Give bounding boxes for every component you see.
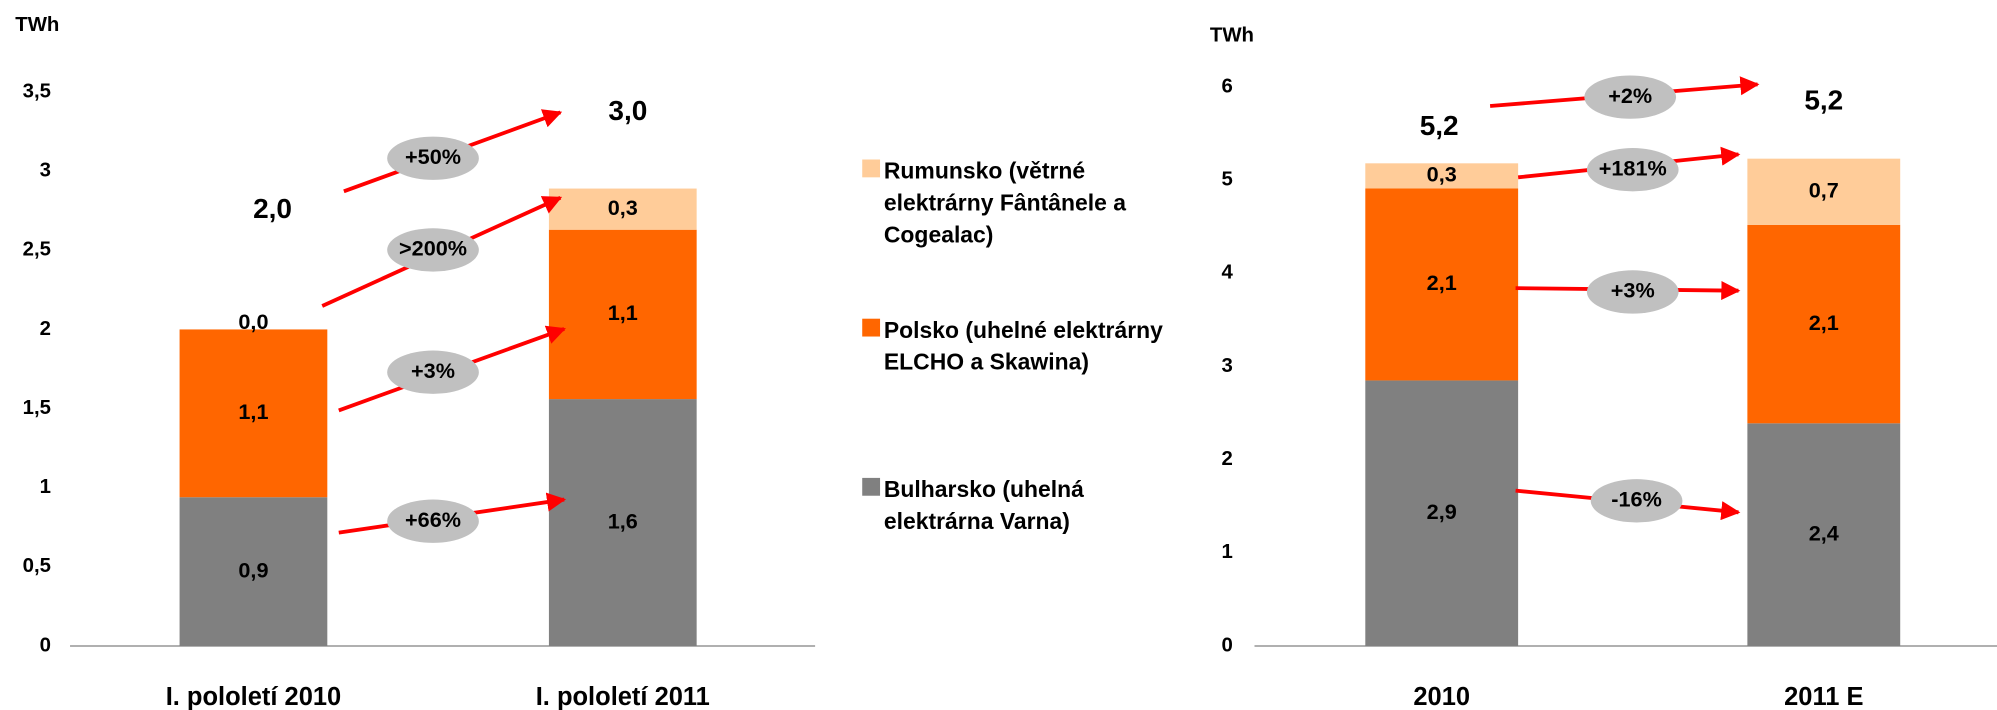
y-tick-label: 6: [1222, 75, 1233, 97]
legend-swatch: [862, 318, 881, 337]
annotation: +50%: [405, 144, 461, 169]
x-tick-label: 2010: [1413, 683, 1470, 710]
axis-title: TWh: [15, 14, 59, 36]
legend-swatch: [862, 159, 881, 178]
y-tick-label: 2: [1222, 448, 1233, 470]
annotation: +3%: [1611, 278, 1655, 303]
legend-label: Bulharsko (uhelná elektrárna Varna): [883, 476, 1084, 534]
annotation: +66%: [405, 507, 461, 532]
annotation-bubble: [1584, 75, 1677, 119]
annotation: +3%: [411, 358, 455, 383]
y-tick-label: 5: [1222, 168, 1233, 190]
bar-segment: [1747, 423, 1901, 647]
y-tick-label: 3,5: [23, 80, 51, 102]
bar-segment: [1365, 163, 1519, 189]
data-label: 0,0: [238, 309, 268, 334]
data-label: 0,3: [608, 195, 638, 220]
y-tick-label: 1,5: [23, 397, 51, 419]
bar-segment: [1747, 158, 1901, 225]
annotation: +2%: [1608, 83, 1652, 108]
bar-segment: [179, 497, 328, 647]
data-label: 2,9: [1427, 499, 1457, 524]
x-tick-label: 2011 E: [1784, 683, 1863, 710]
bar-segment: [548, 399, 697, 647]
annotation-bubble: [387, 136, 479, 180]
bar-segment: [1747, 224, 1901, 424]
bar-segment: [548, 188, 697, 230]
bar-segment: [1365, 188, 1519, 381]
y-tick-label: 2: [40, 318, 51, 340]
data-label: 0,7: [1809, 177, 1839, 202]
data-label: 0,9: [238, 557, 268, 582]
legend-label: Rumunsko (větrné elektrárny Fântânele a …: [883, 158, 1126, 248]
y-tick-label: 1: [40, 476, 51, 498]
data-label: 2,1: [1427, 270, 1457, 295]
annotation: >200%: [399, 236, 467, 261]
legend-entry: Polsko (uhelné elektrárny ELCHO a Skawin…: [883, 317, 1163, 375]
annotation-bubble: [1590, 479, 1683, 523]
bar-segment: [179, 329, 328, 498]
data-label: 1,6: [608, 508, 638, 533]
y-tick-label: 0: [40, 634, 51, 656]
total-label: 5,2: [1420, 110, 1459, 141]
y-tick-label: 0,5: [23, 555, 51, 577]
annotation: +181%: [1599, 155, 1667, 180]
y-tick-label: 2,5: [23, 239, 51, 261]
annotation-bubble: [1586, 148, 1679, 192]
annotation: -16%: [1611, 487, 1662, 512]
bar-segment: [1365, 380, 1519, 647]
y-tick-label: 4: [1222, 262, 1234, 284]
total-label: 2,0: [253, 193, 292, 224]
data-label: 2,1: [1809, 310, 1839, 335]
annotation-bubble: [387, 350, 479, 394]
data-label: 1,1: [238, 399, 268, 424]
x-tick-label: I. pololetí 2010: [166, 683, 342, 710]
y-tick-label: 3: [1222, 355, 1233, 377]
y-tick-label: 0: [1222, 634, 1233, 656]
legend-entry: Bulharsko (uhelná elektrárna Varna): [883, 476, 1084, 534]
total-label: 5,2: [1804, 85, 1843, 116]
total-label: 3,0: [608, 95, 647, 126]
bar-segment: [548, 229, 697, 400]
x-tick-label: I. pololetí 2011: [536, 683, 710, 710]
annotation-bubble: [387, 228, 479, 272]
data-label: 0,3: [1427, 162, 1457, 187]
axis-title: TWh: [1210, 24, 1254, 46]
annotation-bubble: [387, 499, 479, 543]
legend-label: Polsko (uhelné elektrárny ELCHO a Skawin…: [883, 317, 1163, 375]
data-label: 2,4: [1809, 520, 1839, 545]
data-label: 1,1: [608, 300, 638, 325]
y-tick-label: 3: [40, 160, 51, 182]
legend-entry: Rumunsko (větrné elektrárny Fântânele a …: [883, 158, 1126, 248]
y-tick-label: 1: [1222, 541, 1233, 563]
annotation-bubble: [1586, 270, 1679, 314]
legend-swatch: [862, 477, 881, 496]
